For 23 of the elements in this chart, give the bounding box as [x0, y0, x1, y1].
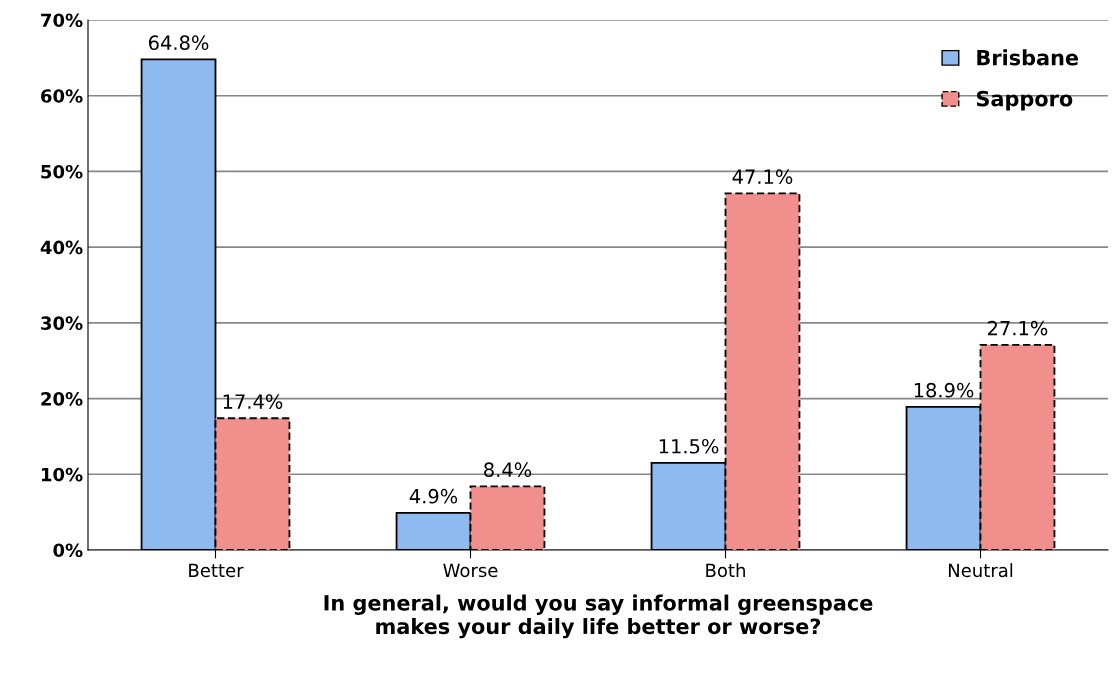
data-label: 8.4%: [484, 462, 532, 478]
x-tick-label: Both: [706, 563, 745, 578]
x-tick-label: Better: [189, 563, 244, 578]
data-label: 11.5%: [659, 438, 719, 454]
y-tick-label: 60%: [41, 89, 83, 103]
data-label: 47.1%: [732, 169, 793, 185]
legend-label: Brisbane: [977, 49, 1079, 66]
y-tick-label: 20%: [41, 392, 83, 406]
y-tick-label: 30%: [41, 316, 83, 330]
data-label: 18.9%: [914, 382, 974, 398]
data-label: 64.8%: [149, 35, 209, 51]
x-axis-title: In general, would you say informal greenspace makes your daily life better or worse?: [324, 594, 873, 639]
x-tick-label: Worse: [443, 563, 498, 578]
data-label: 4.9%: [409, 488, 458, 504]
y-tick-label: 0%: [53, 543, 83, 558]
y-tick-label: 50%: [41, 164, 83, 179]
legend-label: Sapporo: [976, 90, 1073, 111]
data-label: 27.1%: [988, 320, 1048, 336]
y-tick-label: 10%: [41, 467, 83, 482]
data-label: 17.4%: [223, 394, 283, 409]
x-tick-label: Neutral: [948, 563, 1013, 578]
y-tick-label: 70%: [41, 13, 83, 28]
y-tick-label: 40%: [40, 240, 83, 255]
